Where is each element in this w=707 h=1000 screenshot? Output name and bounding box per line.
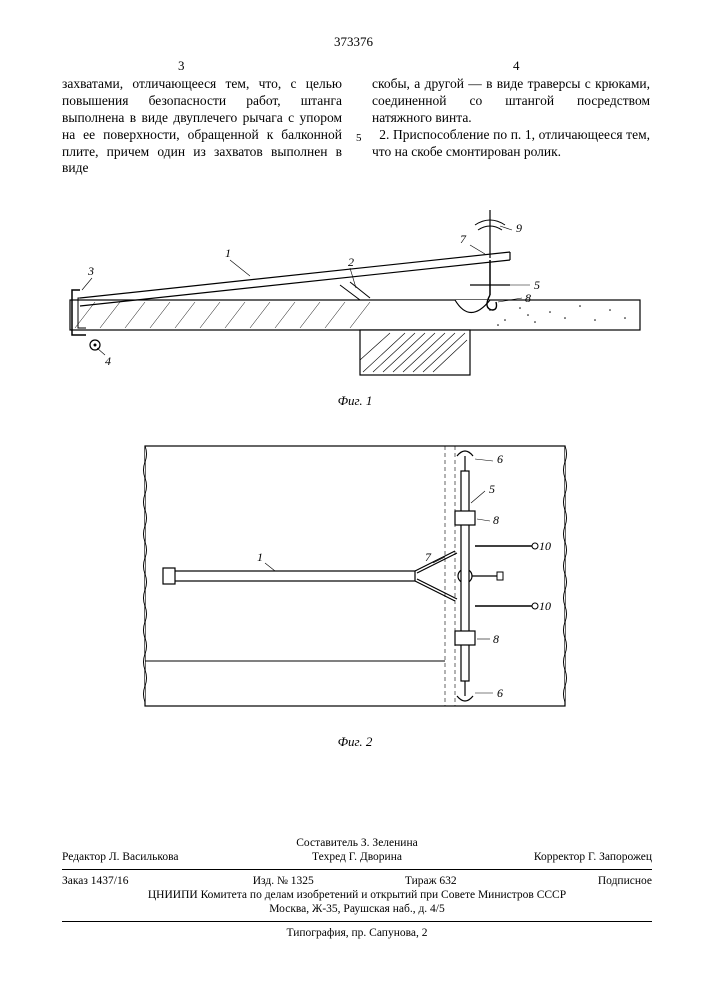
fig2-label-10a: 10 (539, 539, 551, 553)
footer: Составитель З. Зеленина Редактор Л. Васи… (62, 836, 652, 940)
fig1-label-9: 9 (516, 221, 522, 235)
fig2-label-6a: 6 (497, 452, 503, 466)
fig1-label-1: 1 (225, 246, 231, 260)
fig2-label-6b: 6 (497, 686, 503, 700)
footer-corrector: Корректор Г. Запорожец (455, 850, 652, 864)
footer-typography: Типография, пр. Сапунова, 2 (62, 926, 652, 940)
body-right-p2: 2. Приспособление по п. 1, отличающееся … (372, 127, 650, 159)
doc-number: 373376 (0, 34, 707, 50)
footer-org2: Москва, Ж-35, Раушская наб., д. 4/5 (62, 902, 652, 916)
fig1-label-7: 7 (460, 232, 467, 246)
page-number-left: 3 (178, 58, 185, 74)
body-column-right: скобы, а другой — в виде траверсы с крюк… (372, 76, 650, 160)
fig2-label-5: 5 (489, 482, 495, 496)
fig1-label-3: 3 (87, 264, 94, 278)
footer-rule-1 (62, 869, 652, 870)
footer-rule-2 (62, 921, 652, 922)
line-marker-5: 5 (356, 132, 362, 146)
fig2-label-8a: 8 (493, 513, 499, 527)
fig1-label-5: 5 (534, 278, 540, 292)
footer-techred: Техред Г. Дворина (259, 850, 456, 864)
footer-editor: Редактор Л. Василькова (62, 850, 259, 864)
fig2-label-8b: 8 (493, 632, 499, 646)
figures-container: 1 2 3 4 5 7 8 9 Фиг. 1 (60, 190, 650, 750)
figure-2-caption: Фиг. 2 (60, 734, 650, 750)
body-column-left: захватами, отличающееся тем, что, с цель… (62, 76, 342, 177)
fig2-label-1: 1 (257, 550, 263, 564)
footer-compiler: Составитель З. Зеленина (62, 836, 652, 850)
fig2-label-10b: 10 (539, 599, 551, 613)
footer-podpisnoe: Подписное (505, 874, 653, 888)
page-number-right: 4 (513, 58, 520, 74)
footer-tirazh: Тираж 632 (357, 874, 505, 888)
fig1-label-4: 4 (105, 354, 111, 368)
fig2-label-7: 7 (425, 550, 432, 564)
figure-1: 1 2 3 4 5 7 8 9 (60, 190, 650, 380)
footer-izd: Изд. № 1325 (210, 874, 358, 888)
fig1-label-2: 2 (348, 255, 354, 269)
figure-1-caption: Фиг. 1 (60, 393, 650, 409)
body-right-p1: скобы, а другой — в виде траверсы с крюк… (372, 76, 650, 125)
footer-org1: ЦНИИПИ Комитета по делам изобретений и о… (62, 888, 652, 902)
figure-2: 1 5 6 6 7 8 8 10 10 (135, 431, 575, 721)
fig1-label-8: 8 (525, 291, 531, 305)
footer-order: Заказ 1437/16 (62, 874, 210, 888)
